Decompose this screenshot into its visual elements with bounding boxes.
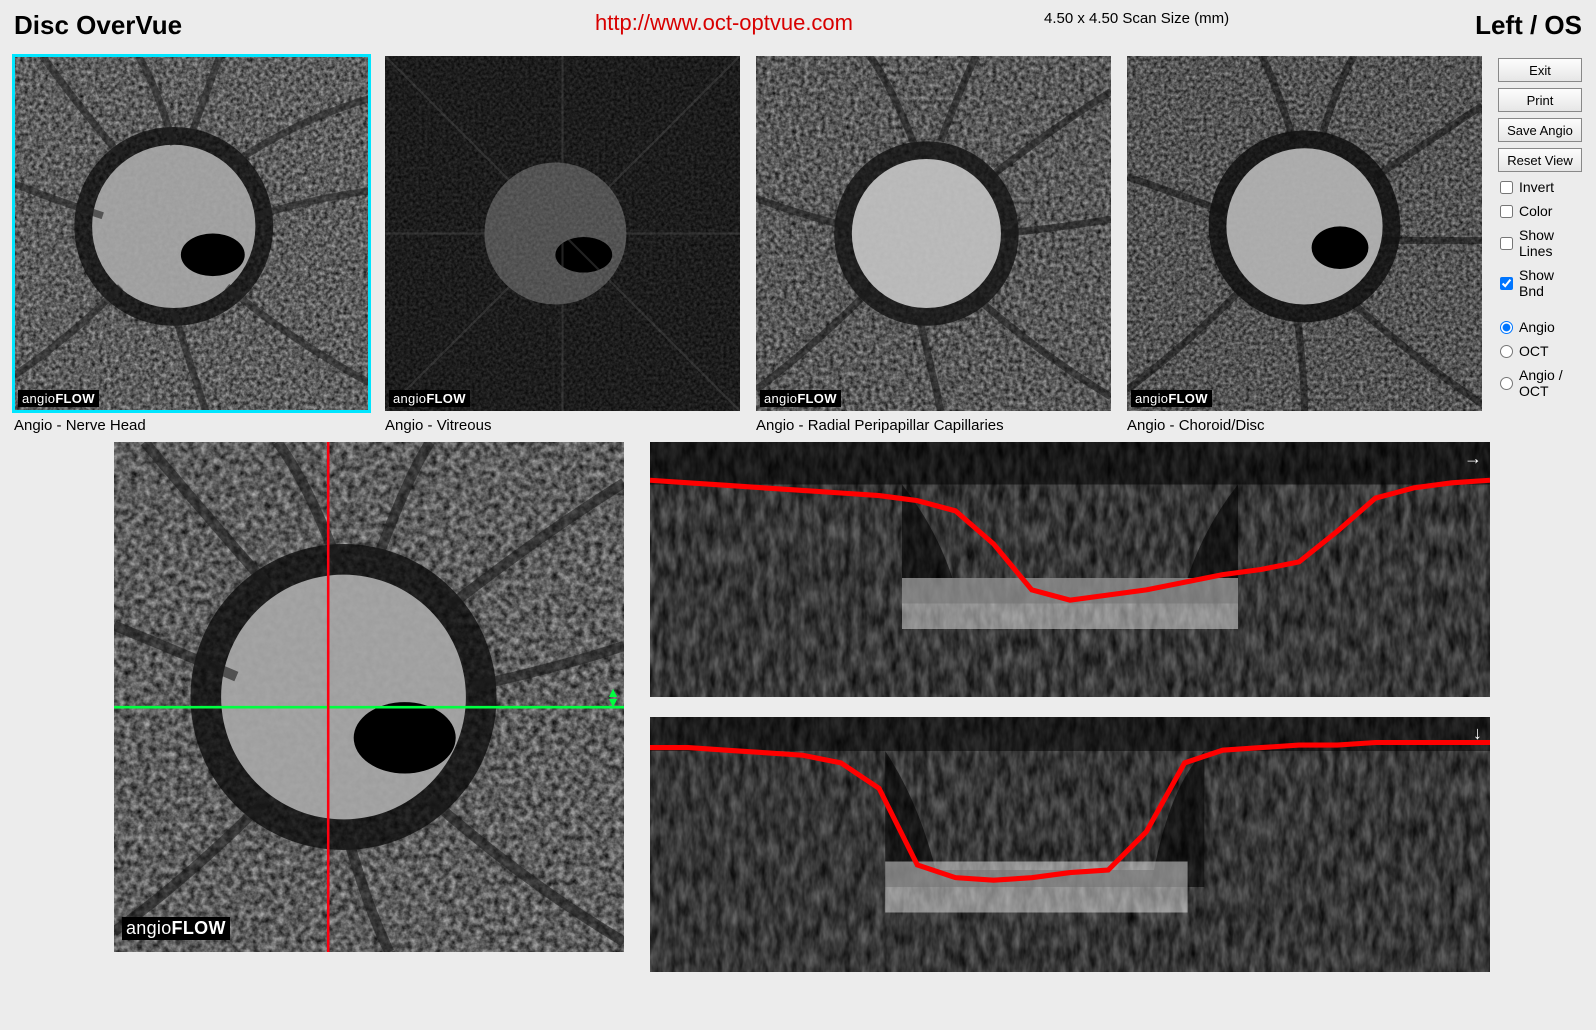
invert-checkbox-row: Invert (1498, 178, 1582, 196)
lower-row: ▲▼ angioFLOW → (14, 442, 1490, 972)
invert-checkbox[interactable] (1500, 181, 1513, 194)
show-bnd-label: Show Bnd (1519, 267, 1580, 299)
print-button[interactable]: Print (1498, 88, 1582, 112)
oct-radio-row: OCT (1498, 342, 1582, 360)
color-label: Color (1519, 203, 1552, 219)
side-panel: Exit Print Save Angio Reset View Invert … (1498, 56, 1582, 972)
content-column: angioFLOW Angio - Nerve Head (14, 56, 1490, 972)
thumb-label-choroid: Angio - Choroid/Disc (1127, 411, 1482, 434)
page-title: Disc OverVue (14, 10, 514, 41)
app-root: Disc OverVue http://www.oct-optvue.com 4… (0, 0, 1596, 1030)
angioflow-watermark: angioFLOW (760, 390, 841, 407)
invert-label: Invert (1519, 179, 1554, 195)
bscan-column: → ↓ (650, 442, 1490, 972)
angioflow-watermark: angioFLOW (18, 390, 99, 407)
show-bnd-checkbox-row: Show Bnd (1498, 266, 1582, 300)
thumbnail-row: angioFLOW Angio - Nerve Head (14, 56, 1490, 434)
color-checkbox[interactable] (1500, 205, 1513, 218)
exit-button[interactable]: Exit (1498, 58, 1582, 82)
oct-radio-label: OCT (1519, 343, 1549, 359)
thumb-cell-rpc: angioFLOW Angio - Radial Peripapillar Ca… (756, 56, 1111, 434)
thumb-label-nerve-head: Angio - Nerve Head (14, 411, 369, 434)
save-angio-button[interactable]: Save Angio (1498, 118, 1582, 142)
bscan-horizontal[interactable]: → (650, 442, 1490, 697)
thumb-cell-choroid: angioFLOW Angio - Choroid/Disc (1127, 56, 1482, 434)
angio-oct-radio[interactable] (1500, 377, 1513, 390)
thumb-label-rpc: Angio - Radial Peripapillar Capillaries (756, 411, 1111, 434)
angio-radio[interactable] (1500, 321, 1513, 334)
oct-radio[interactable] (1500, 345, 1513, 358)
enface-viewer[interactable]: ▲▼ angioFLOW (114, 442, 624, 952)
main-row: angioFLOW Angio - Nerve Head (14, 56, 1582, 972)
angio-radio-row: Angio (1498, 318, 1582, 336)
show-bnd-checkbox[interactable] (1500, 277, 1513, 290)
scan-size-label: 4.50 x 4.50 Scan Size (mm) (934, 10, 1254, 27)
reset-view-button[interactable]: Reset View (1498, 148, 1582, 172)
angioflow-watermark: angioFLOW (122, 917, 230, 940)
slice-chevrons-icon[interactable]: ▲▼ (606, 687, 620, 707)
arrow-right-icon: → (1464, 448, 1482, 469)
thumb-rpc[interactable]: angioFLOW (756, 56, 1111, 411)
thumb-vitreous[interactable]: angioFLOW (385, 56, 740, 411)
angioflow-watermark: angioFLOW (1131, 390, 1212, 407)
show-lines-label: Show Lines (1519, 227, 1580, 259)
header: Disc OverVue http://www.oct-optvue.com 4… (14, 10, 1582, 56)
bscan-vertical[interactable]: ↓ (650, 717, 1490, 972)
thumb-cell-nerve-head: angioFLOW Angio - Nerve Head (14, 56, 369, 434)
angio-oct-radio-label: Angio / OCT (1519, 367, 1580, 399)
angio-oct-radio-row: Angio / OCT (1498, 366, 1582, 400)
show-lines-checkbox-row: Show Lines (1498, 226, 1582, 260)
thumb-choroid[interactable]: angioFLOW (1127, 56, 1482, 411)
eye-label: Left / OS (1475, 10, 1582, 41)
arrow-down-icon: ↓ (1473, 723, 1482, 744)
color-checkbox-row: Color (1498, 202, 1582, 220)
thumb-cell-vitreous: angioFLOW Angio - Vitreous (385, 56, 740, 434)
thumb-nerve-head[interactable]: angioFLOW (14, 56, 369, 411)
thumb-label-vitreous: Angio - Vitreous (385, 411, 740, 434)
source-url: http://www.oct-optvue.com (514, 10, 934, 36)
show-lines-checkbox[interactable] (1500, 237, 1513, 250)
angioflow-watermark: angioFLOW (389, 390, 470, 407)
angio-radio-label: Angio (1519, 319, 1555, 335)
